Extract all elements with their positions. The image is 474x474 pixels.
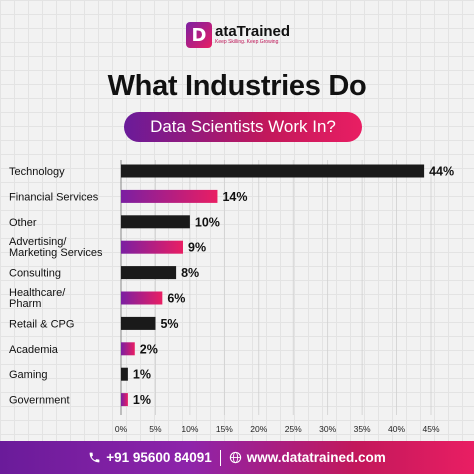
chart-subtitle: Data Scientists Work In? [124,112,362,142]
category-label: Gaming [9,369,48,381]
bar-technology [121,164,425,178]
bar-advertising-marketing-services [121,240,183,254]
footer-website[interactable]: www.datatrained.com [229,450,386,465]
x-tick-label: 25% [285,424,302,434]
value-label: 1% [133,393,151,407]
phone-number: +91 95600 84091 [106,450,212,465]
category-label: Technology [9,166,65,178]
bar-healthcare-pharm [121,291,163,305]
value-label: 5% [160,317,178,331]
logo-name: ataTrained [215,23,291,40]
x-tick-label: 5% [149,424,162,434]
globe-icon [229,451,242,464]
bar-gaming [121,367,128,381]
x-tick-label: 45% [422,424,439,434]
bar-other [121,215,190,229]
x-tick-label: 35% [354,424,371,434]
website-url: www.datatrained.com [246,450,386,465]
bar-consulting [121,266,177,280]
category-label: Financial Services [9,191,99,203]
value-label: 8% [181,266,199,280]
footer-phone[interactable]: +91 95600 84091 [88,450,212,465]
category-label: Other [9,217,37,229]
category-label: Advertising/Marketing Services [9,236,103,259]
x-tick-label: 30% [319,424,336,434]
bar-academia [121,342,135,356]
chart-title: What Industries Do [107,70,367,102]
category-label: Government [9,395,70,407]
category-label: Academia [9,344,59,356]
x-tick-label: 10% [181,424,198,434]
value-label: 2% [140,342,158,356]
value-label: 14% [222,190,247,204]
value-label: 9% [188,241,206,255]
category-label: Healthcare/Pharm [9,287,66,310]
logo-mark: D [186,22,212,48]
x-tick-label: 15% [216,424,233,434]
x-tick-label: 20% [250,424,267,434]
phone-icon [88,451,101,464]
footer-bar: +91 95600 84091 www.datatrained.com [0,441,474,474]
x-tick-label: 40% [388,424,405,434]
category-label: Retail & CPG [9,318,74,330]
x-tick-label: 0% [115,424,128,434]
footer-divider [219,449,221,466]
value-label: 10% [195,215,220,229]
bar-government [121,393,128,407]
value-label: 1% [133,368,151,382]
value-label: 44% [429,165,454,179]
logo-tagline: Keep Skilling. Keep Growing [215,39,279,45]
bar-financial-services [121,189,218,203]
category-label: Consulting [9,268,61,280]
value-label: 6% [167,292,185,306]
brand-logo: D ataTrained Keep Skilling. Keep Growing [186,20,316,50]
bar-retail-cpg [121,316,156,330]
logo-text: ataTrained Keep Skilling. Keep Growing [215,24,290,46]
